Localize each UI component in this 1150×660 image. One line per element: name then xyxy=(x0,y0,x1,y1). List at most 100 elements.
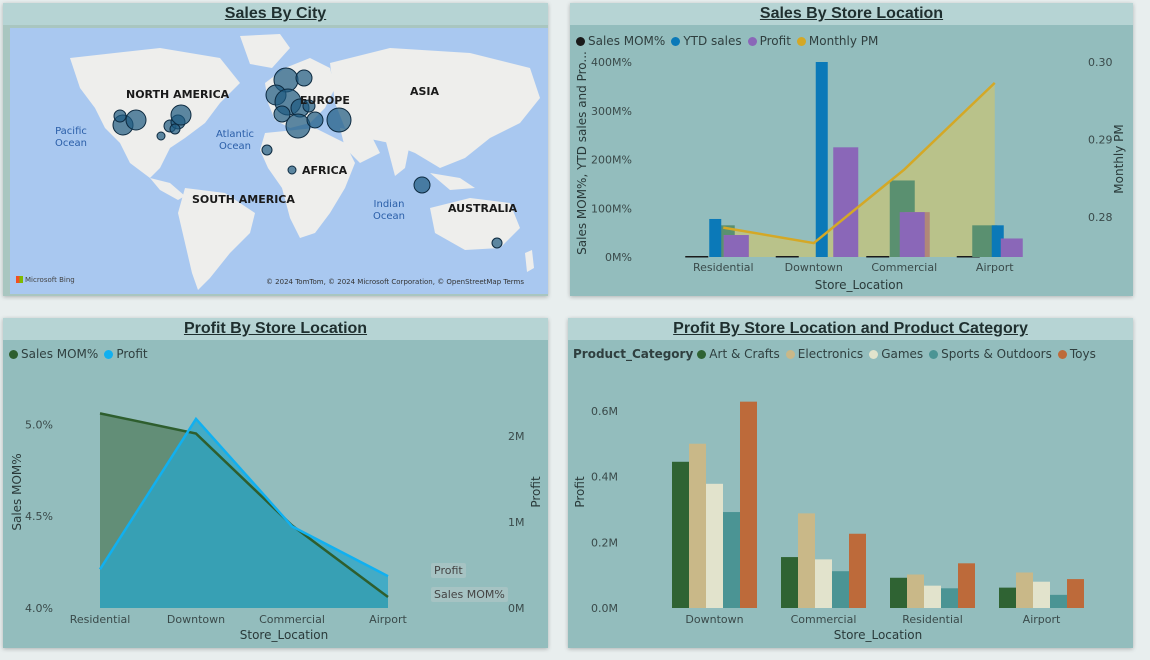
legend-item[interactable]: Monthly PM xyxy=(796,34,878,48)
profit-tooltip: Profit xyxy=(431,563,466,578)
legend-dot xyxy=(869,350,879,359)
legend-item[interactable]: Sales MOM% xyxy=(576,34,665,48)
city-bubble[interactable] xyxy=(413,176,431,194)
category-bar xyxy=(907,574,924,608)
y2-tick-label: 0M xyxy=(508,602,525,615)
sales-mom-tooltip: Sales MOM% xyxy=(431,587,508,602)
legend-dot xyxy=(1057,350,1067,359)
label-indian-ocean: Indian Ocean xyxy=(373,199,405,222)
category-bar xyxy=(832,571,849,608)
legend-item[interactable]: Games xyxy=(869,347,923,361)
profit-legend: Sales MOM% Profit xyxy=(9,347,154,361)
sales-by-city-panel: Sales By City xyxy=(3,3,548,296)
bar-1 xyxy=(815,62,828,257)
legend-item[interactable]: Art & Crafts xyxy=(697,347,780,361)
category-bar xyxy=(999,587,1016,608)
label-south-america: SOUTH AMERICA xyxy=(192,193,295,206)
bar-2 xyxy=(1000,238,1023,257)
category-bar xyxy=(723,512,740,608)
city-bubble[interactable] xyxy=(156,131,166,141)
city-bubble[interactable] xyxy=(261,144,273,156)
category-bar xyxy=(740,401,757,608)
category-title: Profit By Store Location and Product Cat… xyxy=(673,320,1028,337)
panel-title: Profit By Store Location and Product Cat… xyxy=(568,318,1133,340)
city-bubble[interactable] xyxy=(113,109,127,123)
category-bar xyxy=(958,563,975,608)
category-bar xyxy=(924,585,941,608)
legend-item[interactable]: Sales MOM% xyxy=(9,347,98,361)
category-chart: 0.0M 0.2M 0.4M 0.6M Downtown Commercial Reside… xyxy=(573,401,1084,642)
y-axis-title: Sales MOM% xyxy=(10,453,24,530)
map-copyright[interactable]: © 2024 TomTom, © 2024 Microsoft Corporat… xyxy=(265,278,524,286)
city-bubble[interactable] xyxy=(169,123,181,135)
category-bar xyxy=(1050,594,1067,608)
profit-line xyxy=(98,416,389,578)
profit-by-store-panel: Profit By Store Location Sales MOM% Profi… xyxy=(3,318,548,648)
y-tick-label: 100M% xyxy=(591,202,632,215)
monthly-pm-area xyxy=(723,82,995,258)
y2-tick-label: 0.28 xyxy=(1088,211,1113,224)
x-tick-label: Residential xyxy=(693,261,754,274)
x-tick-label: Downtown xyxy=(785,261,843,274)
y-axis-title: Sales MOM%, YTD sales and Pro... xyxy=(575,51,589,255)
category-bar xyxy=(1067,579,1084,608)
legend-dot xyxy=(576,37,585,46)
legend-item[interactable]: Toys xyxy=(1057,347,1096,361)
bing-text: Microsoft Bing xyxy=(25,276,75,284)
y-tick-label: 0.4M xyxy=(591,471,618,484)
monthly-pm-line xyxy=(723,81,996,245)
legend-item[interactable]: Profit xyxy=(747,34,791,48)
category-bar xyxy=(706,483,723,608)
y-tick-label: 5.0% xyxy=(25,418,53,431)
y2-tick-label: 2M xyxy=(508,430,525,443)
city-bubble[interactable] xyxy=(491,237,503,249)
legend-item[interactable]: YTD sales xyxy=(671,34,742,48)
city-bubble[interactable] xyxy=(295,69,313,87)
city-bubble[interactable] xyxy=(287,165,297,175)
category-legend: Product_Category Art & Crafts Electronics G… xyxy=(573,347,1102,361)
city-bubble[interactable] xyxy=(302,99,316,113)
city-bubble[interactable] xyxy=(170,104,192,126)
y-tick-label: 300M% xyxy=(591,105,632,118)
bar-1 xyxy=(709,218,722,257)
city-bubble[interactable] xyxy=(326,107,352,133)
legend-item[interactable]: Profit xyxy=(104,347,148,361)
x-tick-label: Commercial xyxy=(871,261,937,274)
label-pacific-ocean: Pacific Ocean xyxy=(55,126,87,149)
category-bar xyxy=(1033,581,1050,608)
label-atlantic-ocean: Atlantic Ocean xyxy=(215,129,255,152)
map-title: Sales By City xyxy=(224,5,327,22)
sales-by-store-panel: Sales By Store Location Sales MOM% YTD sa… xyxy=(570,3,1133,296)
category-bar xyxy=(941,588,958,608)
label-australia: AUSTRALIA xyxy=(448,202,518,215)
legend-label: Sales MOM% xyxy=(21,347,99,361)
legend-label: Art & Crafts xyxy=(709,347,780,361)
y-tick-label: 400M% xyxy=(591,56,632,69)
legend-dot xyxy=(671,37,681,46)
legend-dot xyxy=(104,350,114,359)
label-europe: EUROPE xyxy=(300,94,350,107)
y-tick-label: 0.6M xyxy=(591,405,618,418)
legend-item[interactable]: Sports & Outdoors xyxy=(929,347,1052,361)
x-tick-label: Downtown xyxy=(167,613,225,626)
x-axis-title: Store_Location xyxy=(240,628,328,642)
legend-label: Electronics xyxy=(797,347,864,361)
y-tick-label: 0.2M xyxy=(591,536,618,549)
city-bubble[interactable] xyxy=(273,105,291,123)
legend-item[interactable]: Electronics xyxy=(785,347,864,361)
profit-area xyxy=(100,418,388,608)
city-bubble[interactable] xyxy=(125,109,147,131)
world-map[interactable]: NORTH AMERICA EUROPE ASIA AFRICA SOUTH A… xyxy=(10,28,548,294)
label-africa: AFRICA xyxy=(302,164,348,177)
sales-mom-line xyxy=(99,412,389,598)
city-bubble[interactable] xyxy=(306,111,324,129)
category-bar xyxy=(815,559,832,608)
category-bar xyxy=(672,461,689,608)
legend-dot xyxy=(796,37,806,46)
legend-dot xyxy=(929,350,939,359)
city-bubble[interactable] xyxy=(285,113,311,139)
label-north-america: NORTH AMERICA xyxy=(126,88,230,101)
bing-logo: Microsoft Bing xyxy=(16,276,75,284)
category-bar xyxy=(689,443,706,608)
x-axis-title: Store_Location xyxy=(834,628,922,642)
